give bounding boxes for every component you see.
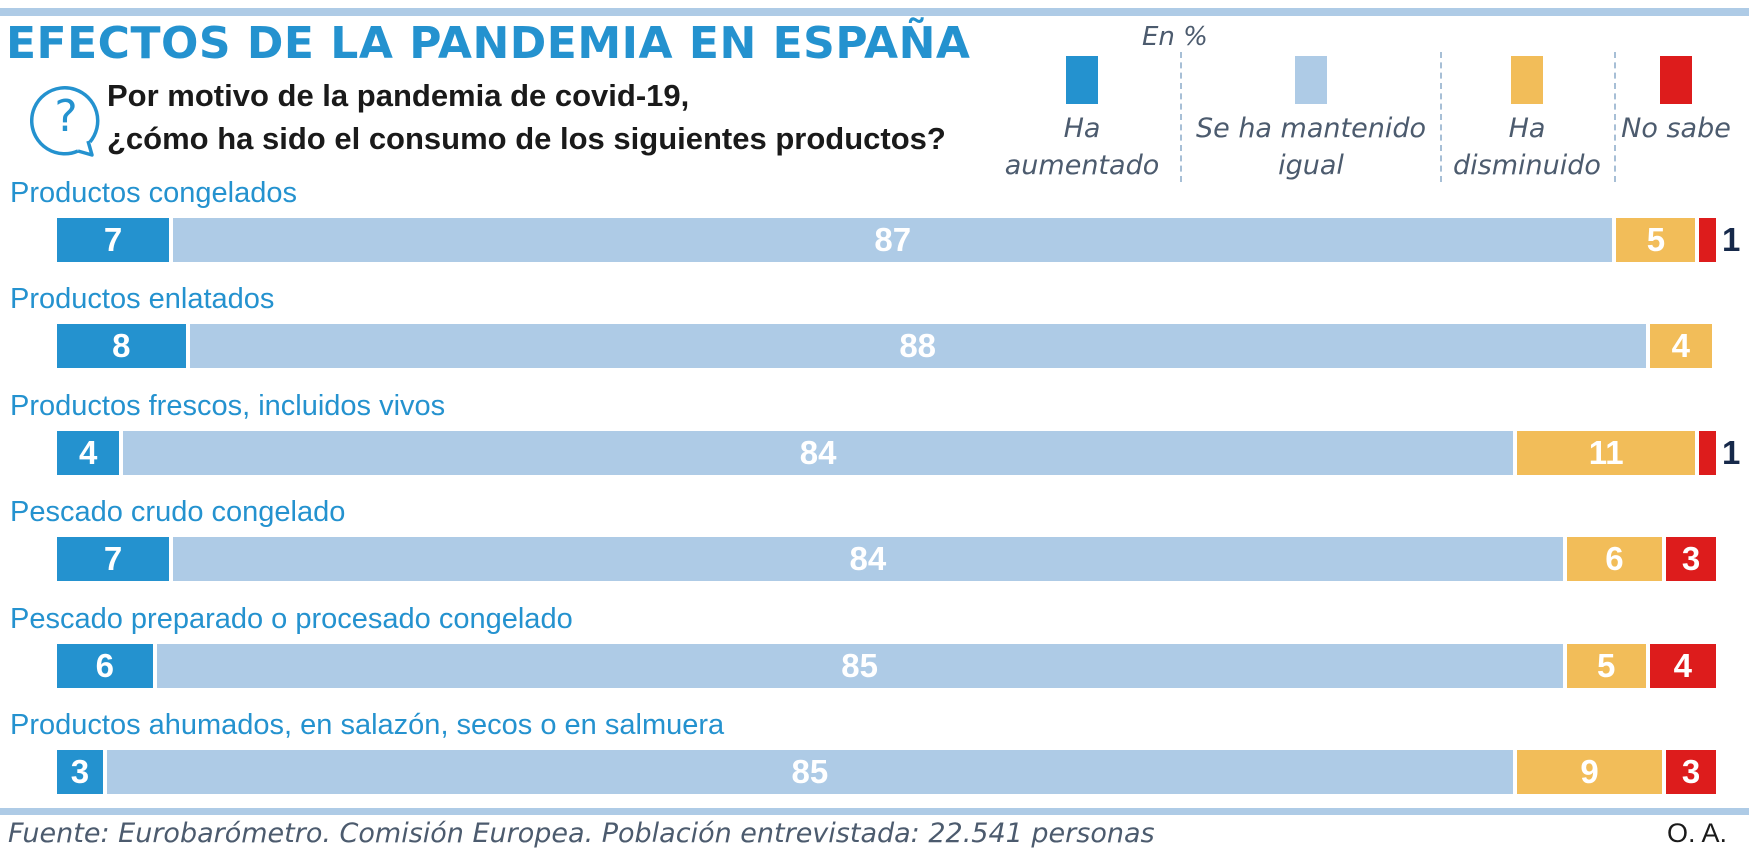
data-label: 7 <box>103 221 123 258</box>
bar-segment <box>1516 750 1663 794</box>
data-label: 5 <box>1596 646 1616 684</box>
data-label: 4 <box>1673 646 1692 684</box>
legend-swatch-same <box>1295 56 1327 104</box>
data-label: 3 <box>1681 753 1701 790</box>
bar-segment <box>173 537 1563 582</box>
legend-label-increased: Ha aumentado <box>1004 113 1160 181</box>
legend-swatch-decreased <box>1511 56 1543 104</box>
data-label: 84 <box>799 433 837 471</box>
data-label: 9 <box>1580 753 1599 790</box>
category-label-productos-ahumados-en-salazon-secos-o-en-salmuera: Productos ahumados, en salazón, secos o … <box>10 709 725 741</box>
bar-segment <box>1699 218 1716 262</box>
category-label-productos-congelados: Productos congelados <box>10 177 297 209</box>
category-label-productos-enlatados: Productos enlatados <box>10 283 275 316</box>
data-label: 7 <box>103 540 123 578</box>
legend-label-dont-know: No sabe <box>1621 113 1731 144</box>
bar-segment <box>1566 643 1646 688</box>
bar-segment <box>123 430 1513 475</box>
bar-segment <box>1699 430 1716 475</box>
bar-segment <box>57 218 170 262</box>
data-label: 84 <box>849 540 887 578</box>
bar-segment <box>1649 324 1712 369</box>
category-label-pescado-crudo-congelado: Pescado crudo congelado <box>10 496 346 529</box>
data-label: 6 <box>95 646 114 684</box>
bar-segment <box>57 324 186 369</box>
svg-text:?: ? <box>54 91 77 142</box>
data-label: 4 <box>79 433 98 471</box>
bar-segment <box>1666 750 1716 794</box>
bar-segment <box>189 324 1646 369</box>
data-label: 1 <box>1722 433 1741 471</box>
data-label: 4 <box>1671 327 1690 365</box>
top-rule <box>0 8 1749 16</box>
data-label: 6 <box>1605 540 1624 578</box>
bar-segment <box>1616 218 1696 262</box>
bar-segment <box>57 643 153 688</box>
data-label: 87 <box>874 221 912 258</box>
data-label: 85 <box>791 753 829 790</box>
bar-segment <box>156 643 1563 688</box>
bar-segment <box>57 537 170 582</box>
category-label-pescado-preparado-o-procesado-congelado: Pescado preparado o procesado congelado <box>10 602 573 635</box>
unit-label: En % <box>1142 22 1208 52</box>
bottom-rule <box>0 808 1749 815</box>
legend-swatch-increased <box>1066 56 1098 104</box>
data-label: 8 <box>112 327 131 365</box>
question-mark-icon: ? <box>30 86 100 157</box>
legend-label-same: Se ha mantenido igual <box>1195 113 1426 181</box>
category-label-productos-frescos-incluidos-vivos: Productos frescos, incluidos vivos <box>10 389 446 422</box>
data-label: 3 <box>70 753 90 790</box>
bar-segment <box>57 430 120 475</box>
data-label: 88 <box>899 327 937 365</box>
legend-separator <box>1440 52 1442 182</box>
data-label: 85 <box>841 646 878 684</box>
bar-segment <box>106 750 1513 794</box>
question-line-2: ¿cómo ha sido el consumo de los siguient… <box>107 121 946 156</box>
legend-swatch-dont-know <box>1660 56 1692 104</box>
data-label: 5 <box>1646 221 1666 258</box>
legend-label-decreased: Ha disminuido <box>1453 113 1601 181</box>
bar-segment <box>1666 537 1716 582</box>
data-label: 1 <box>1722 221 1741 258</box>
bar-segment <box>1566 537 1663 582</box>
source-note: Fuente: Eurobarómetro. Comisión Europea.… <box>8 818 1155 849</box>
data-label: 11 <box>1588 433 1624 471</box>
bar-segment <box>1649 643 1716 688</box>
question-text: Por motivo de la pandemia de covid-19, ¿… <box>107 74 946 160</box>
question-line-1: Por motivo de la pandemia de covid-19, <box>107 78 690 113</box>
data-label: 3 <box>1681 540 1701 578</box>
chart-title: EFECTOS DE LA PANDEMIA EN ESPAÑA <box>6 18 971 69</box>
bar-segment <box>57 750 103 794</box>
author-credit: O. A. <box>1666 818 1727 848</box>
bar-segment <box>173 218 1613 262</box>
bar-segment <box>1516 430 1696 475</box>
legend-separator <box>1614 52 1616 182</box>
legend-separator <box>1180 52 1182 182</box>
